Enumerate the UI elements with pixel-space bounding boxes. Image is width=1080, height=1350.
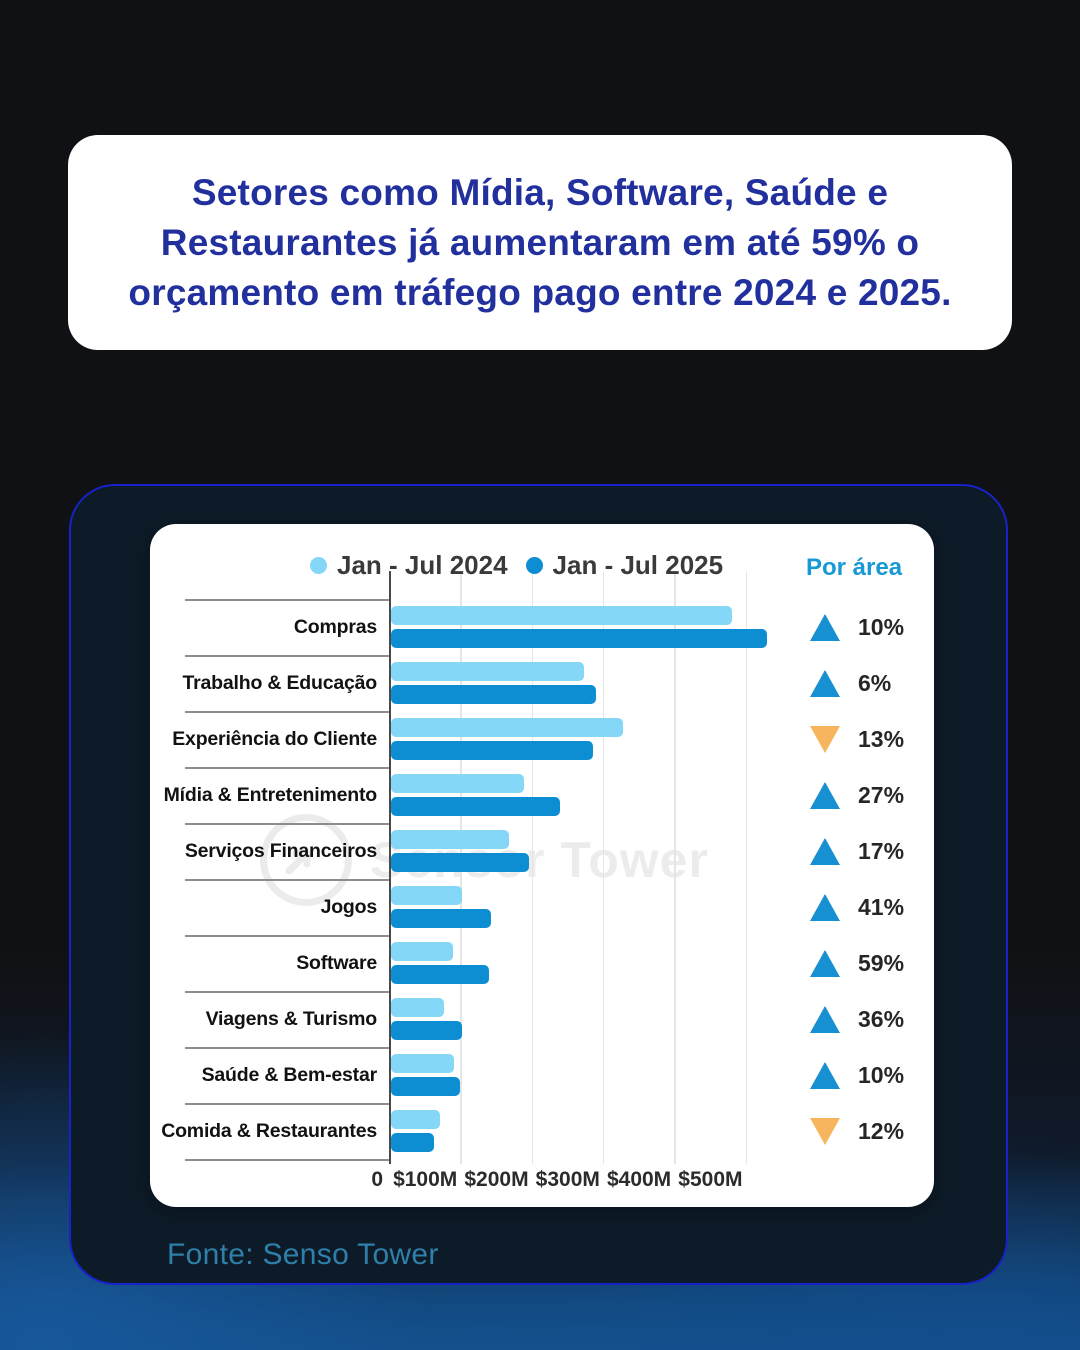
- change-percent: 36%: [858, 1005, 905, 1032]
- trend-up-triangle-icon: [810, 950, 840, 977]
- trend-down-triangle-icon: [810, 726, 840, 753]
- x-tick-label: $100M: [393, 1168, 458, 1191]
- legend-label-2024: Jan - Jul 2024: [337, 550, 508, 580]
- row-separator: [185, 1047, 389, 1049]
- row-separator: [185, 991, 389, 993]
- bar-2024: [391, 718, 624, 737]
- x-gridline: [745, 571, 747, 1164]
- bar-2025: [391, 1133, 435, 1152]
- bar-chart-plot: 0 $100M $200M $300M $400M $500M Compras 10% Trab…: [150, 524, 934, 1207]
- category-label: Experiência do Cliente: [172, 727, 377, 750]
- legend-dot-2025: [525, 557, 543, 574]
- row-separator: [185, 879, 389, 881]
- bar-2024: [391, 606, 732, 625]
- row-separator: [185, 599, 389, 601]
- change-percent: 10%: [858, 1061, 905, 1088]
- x-tick-label: 0: [371, 1168, 383, 1191]
- category-label: Compras: [293, 615, 377, 638]
- chart-card: Sensor Tower Jan - Jul 2024 Jan - Jul 20…: [150, 524, 934, 1207]
- x-gridline: [602, 571, 605, 1164]
- trend-down-triangle-icon: [810, 1118, 840, 1145]
- row-separator: [185, 655, 389, 657]
- change-percent: 13%: [858, 725, 905, 752]
- panel-header-por-area: Por área: [806, 554, 903, 581]
- category-label: Trabalho & Educação: [182, 671, 377, 694]
- x-tick-label: $500M: [678, 1168, 743, 1191]
- bar-2025: [391, 685, 596, 704]
- legend-item-2024: Jan - Jul 2024: [310, 550, 508, 581]
- change-percent: 27%: [858, 781, 905, 808]
- bar-2025: [391, 797, 560, 816]
- row-separator: [185, 711, 389, 713]
- x-tick-label: $400M: [606, 1168, 672, 1191]
- change-percent: 6%: [858, 669, 892, 696]
- change-percent: 10%: [858, 613, 905, 640]
- row-separator: [185, 1159, 389, 1161]
- bar-2025: [391, 909, 491, 928]
- headline-text: Setores como Mídia, Software, Saúde e Re…: [128, 171, 952, 313]
- x-gridline: [531, 571, 534, 1164]
- row-separator: [185, 935, 389, 937]
- bar-2024: [391, 774, 525, 793]
- trend-up-triangle-icon: [810, 838, 840, 865]
- row-separator: [185, 1103, 389, 1105]
- bar-2024: [391, 998, 444, 1017]
- bar-2024: [391, 830, 510, 849]
- bar-2024: [391, 1054, 454, 1073]
- bar-2025: [391, 1077, 461, 1096]
- bar-2024: [391, 942, 454, 961]
- x-tick-label: $200M: [464, 1168, 529, 1191]
- trend-up-triangle-icon: [810, 782, 840, 809]
- source-text: Fonte: Senso Tower: [167, 1238, 439, 1271]
- bar-2025: [391, 965, 490, 984]
- row-separator: [185, 823, 389, 825]
- category-label: Mídia & Entretenimento: [163, 783, 378, 806]
- y-axis-line: [389, 571, 391, 1164]
- bar-2024: [391, 662, 585, 681]
- bar-2025: [391, 853, 530, 872]
- change-percent: 17%: [858, 837, 905, 864]
- change-percent: 41%: [858, 893, 905, 920]
- bar-2025: [391, 629, 767, 648]
- bar-2025: [391, 1021, 463, 1040]
- bar-2024: [391, 1110, 441, 1129]
- trend-up-triangle-icon: [810, 670, 840, 697]
- chart-panel: Sensor Tower Jan - Jul 2024 Jan - Jul 20…: [69, 484, 1008, 1285]
- bar-2025: [391, 741, 593, 760]
- row-separator: [185, 767, 389, 769]
- legend-item-2025: Jan - Jul 2025: [525, 550, 724, 581]
- category-label: Software: [296, 951, 377, 974]
- x-gridline: [674, 571, 676, 1164]
- change-percent: 59%: [858, 949, 905, 976]
- change-percent: 12%: [858, 1117, 905, 1144]
- category-label: Saúde & Bem-estar: [201, 1063, 378, 1086]
- trend-up-triangle-icon: [810, 1062, 840, 1089]
- trend-up-triangle-icon: [810, 894, 840, 921]
- legend-label-2025: Jan - Jul 2025: [552, 550, 724, 580]
- category-label: Viagens & Turismo: [205, 1007, 378, 1030]
- headline-card: Setores como Mídia, Software, Saúde e Re…: [68, 135, 1012, 350]
- trend-up-triangle-icon: [810, 614, 840, 641]
- x-tick-label: $300M: [535, 1168, 600, 1191]
- chart-legend: Jan - Jul 2024 Jan - Jul 2025: [310, 550, 723, 581]
- sensor-tower-logo-icon: [260, 814, 352, 906]
- category-label: Comida & Restaurantes: [161, 1119, 377, 1142]
- legend-dot-2024: [310, 557, 327, 574]
- trend-up-triangle-icon: [810, 1006, 840, 1033]
- category-label: Serviços Financeiros: [184, 839, 377, 862]
- bar-2024: [391, 886, 462, 905]
- category-label: Jogos: [320, 895, 378, 918]
